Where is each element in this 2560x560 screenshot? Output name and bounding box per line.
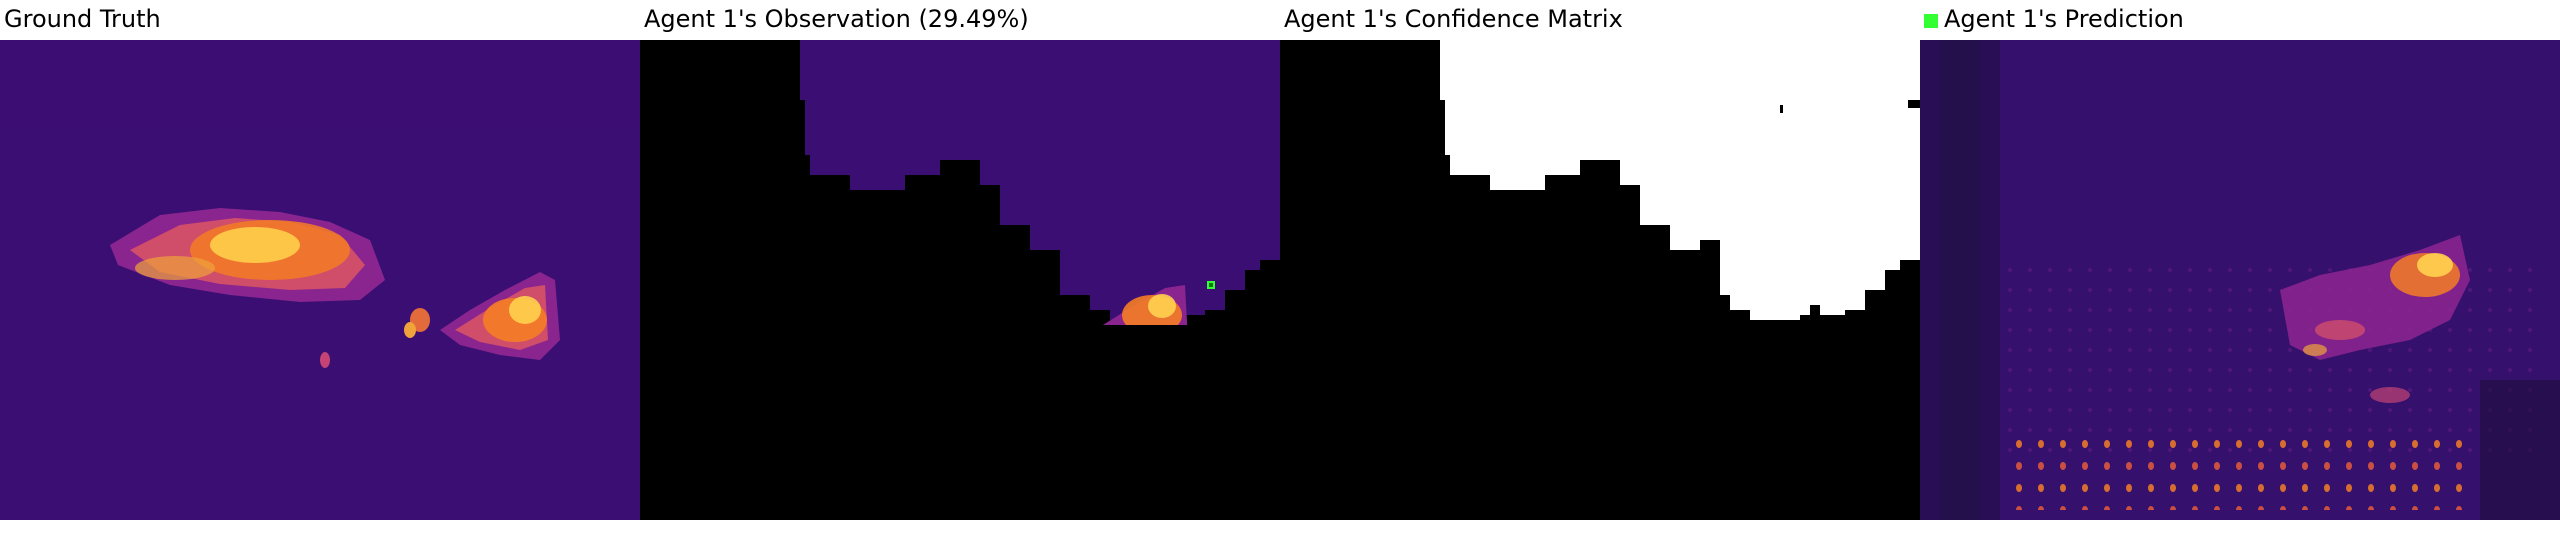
legend-agent-swatch bbox=[1924, 14, 1938, 28]
panel-confidence: Agent 1's Confidence Matrix bbox=[1280, 0, 1920, 560]
confidence-matrix bbox=[1280, 40, 1920, 520]
panel-title-prediction-text: Agent 1's Prediction bbox=[1944, 5, 2184, 33]
panel-title-ground-truth: Ground Truth bbox=[4, 5, 161, 33]
panel-title-confidence: Agent 1's Confidence Matrix bbox=[1284, 5, 1623, 33]
panel-title-observation: Agent 1's Observation (29.49%) bbox=[644, 5, 1029, 33]
panel-prediction: Agent 1's Prediction bbox=[1920, 0, 2560, 560]
prediction-heatmap bbox=[1920, 40, 2560, 520]
panel-ground-truth: Ground Truth bbox=[0, 0, 640, 560]
observation-map bbox=[640, 40, 1280, 520]
panel-title-prediction: Agent 1's Prediction bbox=[1924, 2, 2184, 36]
ground-truth-heatmap bbox=[0, 40, 640, 520]
panel-observation: Agent 1's Observation (29.49%) bbox=[640, 0, 1280, 560]
